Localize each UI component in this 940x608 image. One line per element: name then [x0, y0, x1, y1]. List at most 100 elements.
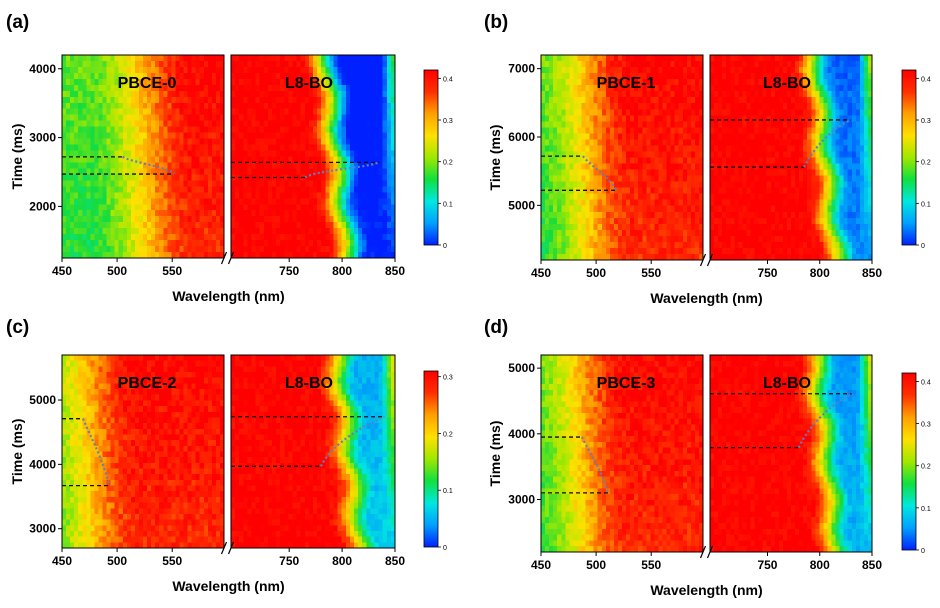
y-tick-label: 3000 — [508, 492, 535, 506]
right-frame — [230, 54, 396, 259]
x-tick-label: 800 — [332, 264, 352, 278]
x-tick-label: 750 — [757, 266, 777, 280]
x-tick-label: 750 — [279, 554, 299, 568]
panel-pbce-0: PBCE-0 L8-BO (a) 2000 3000 4000 450 500 550 750 80… — [6, 12, 453, 304]
axis-break-gap — [224, 54, 231, 259]
y-tick-label: 4000 — [29, 457, 56, 471]
donor-label: PBCE-1 — [597, 75, 656, 92]
x-tick-label: 450 — [531, 558, 551, 572]
panel-pbce-3: PBCE-3 L8-BO (d) 3000 4000 5000 450 500 550 750 80… — [484, 317, 931, 598]
heatmap-cells — [62, 355, 396, 549]
left-dotted-curve — [580, 436, 610, 494]
axis-break-gap — [224, 354, 231, 549]
axis-break-mark — [220, 541, 228, 555]
axis-break-mark — [227, 251, 235, 265]
colorbar — [901, 372, 917, 551]
colorbar-tick-label: 0.2 — [921, 464, 931, 471]
panel-letter: (a) — [6, 12, 29, 33]
colorbar-tick-label: 0.4 — [921, 76, 931, 83]
colorbar-tick-label: 0 — [443, 243, 447, 250]
x-tick-label: 500 — [586, 558, 606, 572]
colorbar — [423, 370, 439, 548]
x-tick-label: 450 — [52, 264, 72, 278]
left-frame — [540, 354, 704, 553]
x-tick-label: 750 — [757, 558, 777, 572]
x-axis-label: Wavelength (nm) — [172, 288, 284, 304]
colorbar-tick-label: 0.2 — [443, 160, 453, 167]
colorbar-tick-label: 0.3 — [443, 375, 453, 382]
y-tick-label: 4000 — [508, 427, 535, 441]
axis-break-gap — [703, 54, 710, 261]
left-dotted-curve — [81, 418, 111, 486]
panel-letter: (d) — [484, 317, 508, 338]
heatmap-cells — [541, 55, 873, 261]
panel-letter: (b) — [484, 12, 508, 33]
colorbar-tick-label: 0.3 — [921, 118, 931, 125]
x-tick-label: 450 — [531, 266, 551, 280]
axis-break-mark — [227, 541, 235, 555]
panel-pbce-1: PBCE-1 L8-BO (b) 5000 6000 7000 450 500 550 750 80… — [484, 12, 931, 306]
colorbar-tick-label: 0.4 — [921, 379, 931, 386]
x-tick-label: 800 — [332, 554, 352, 568]
x-tick-label: 500 — [107, 554, 127, 568]
acceptor-label: L8-BO — [763, 75, 811, 92]
colorbar — [423, 69, 439, 246]
colorbar-tick-label: 0 — [921, 243, 925, 250]
y-tick-label: 3000 — [29, 131, 56, 145]
x-tick-label: 750 — [279, 264, 299, 278]
heatmap-cells — [541, 355, 873, 553]
x-tick-label: 500 — [586, 266, 606, 280]
colorbar-tick-label: 0.4 — [443, 76, 453, 83]
colorbar-tick-label: 0 — [443, 545, 447, 552]
donor-label: PBCE-2 — [118, 375, 177, 392]
left-dotted-curve — [582, 155, 617, 191]
left-frame — [61, 354, 225, 549]
x-tick-label: 550 — [162, 264, 182, 278]
donor-label: PBCE-0 — [118, 75, 177, 92]
y-axis-label: Time (ms) — [9, 419, 25, 485]
heatmap-cells — [62, 55, 396, 259]
acceptor-label: L8-BO — [763, 375, 811, 392]
axis-break-gap — [703, 354, 710, 553]
panel-letter: (c) — [6, 317, 29, 338]
colorbar-tick-label: 0.1 — [443, 488, 453, 495]
right-frame — [230, 354, 396, 549]
colorbar — [901, 69, 917, 246]
y-axis-label: Time (ms) — [9, 124, 25, 190]
x-tick-label: 500 — [107, 264, 127, 278]
y-axis-label: Time (ms) — [487, 125, 503, 191]
colorbar-tick-label: 0.1 — [443, 201, 453, 208]
right-dotted-curve — [304, 161, 380, 179]
axis-break-mark — [699, 253, 707, 267]
right-dotted-curve — [803, 118, 852, 168]
axis-break-mark — [706, 253, 714, 267]
colorbar-tick-label: 0 — [921, 548, 925, 555]
colorbar-tick-label: 0.3 — [443, 118, 453, 125]
donor-label: PBCE-3 — [597, 375, 656, 392]
y-axis-label: Time (ms) — [487, 421, 503, 487]
x-axis-label: Wavelength (nm) — [650, 290, 762, 306]
colorbar-tick-label: 0.3 — [921, 422, 931, 429]
axis-break-mark — [220, 251, 228, 265]
acceptor-label: L8-BO — [285, 75, 333, 92]
colorbar-tick-label: 0.1 — [921, 201, 931, 208]
x-tick-label: 850 — [385, 554, 405, 568]
x-tick-label: 850 — [385, 264, 405, 278]
x-tick-label: 850 — [862, 266, 882, 280]
x-tick-label: 550 — [641, 558, 661, 572]
right-frame — [709, 54, 873, 261]
x-tick-label: 550 — [162, 554, 182, 568]
y-tick-label: 5000 — [508, 361, 535, 375]
right-dotted-curve — [797, 392, 854, 449]
left-dotted-curve — [122, 155, 176, 175]
x-axis-label: Wavelength (nm) — [650, 582, 762, 598]
y-tick-label: 3000 — [29, 522, 56, 536]
x-tick-label: 550 — [641, 266, 661, 280]
right-frame — [709, 354, 873, 553]
y-tick-label: 4000 — [29, 62, 56, 76]
left-frame — [540, 54, 704, 261]
axis-break-mark — [699, 545, 707, 559]
y-tick-label: 5000 — [29, 393, 56, 407]
y-tick-label: 6000 — [508, 130, 535, 144]
